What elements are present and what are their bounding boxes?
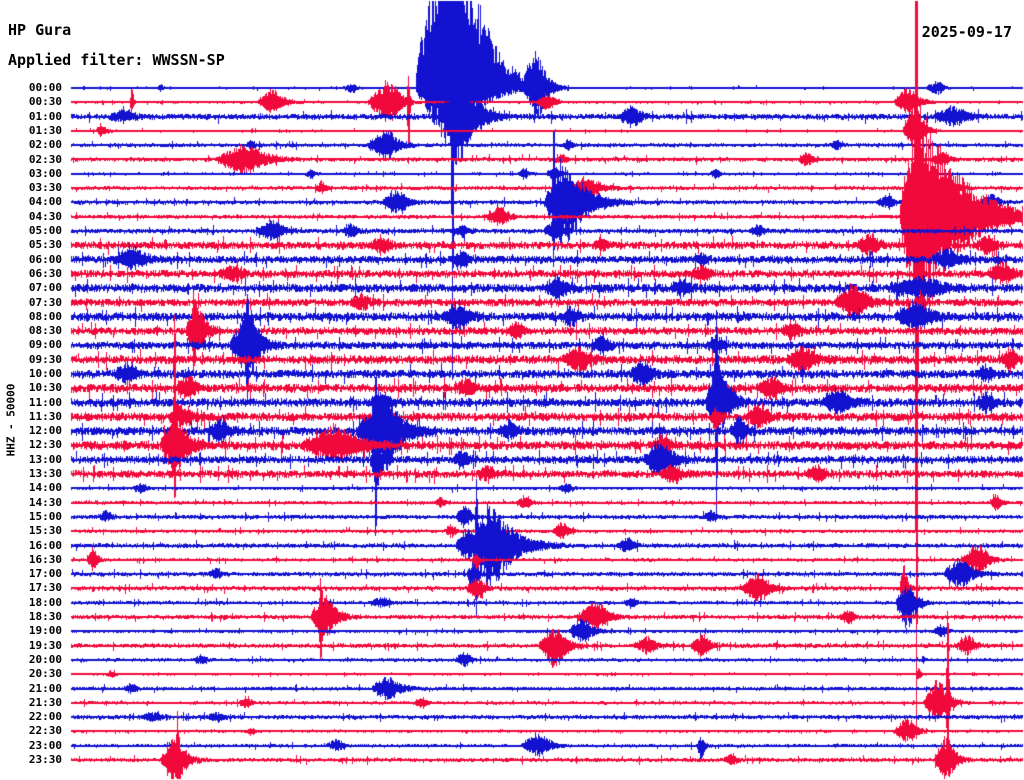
time-label-1130: 11:30	[28, 409, 62, 423]
time-label-0030: 00:30	[28, 95, 62, 109]
time-label-0830: 08:30	[28, 324, 62, 338]
time-label-1330: 13:30	[28, 467, 62, 480]
time-label-0300: 03:00	[28, 166, 62, 180]
time-label-1900: 19:00	[28, 624, 62, 638]
time-label-1030: 10:30	[28, 381, 62, 395]
station-title: HP Gura	[8, 21, 72, 39]
time-label-2100: 21:00	[28, 681, 62, 695]
time-label-1700: 17:00	[28, 567, 62, 581]
filter-label: Applied filter: WWSSN-SP	[8, 51, 225, 69]
time-label-1800: 18:00	[28, 595, 62, 609]
time-label-0330: 03:30	[28, 181, 62, 195]
time-label-1730: 17:30	[28, 581, 62, 595]
time-label-0230: 02:30	[28, 152, 62, 166]
time-label-2030: 20:30	[28, 667, 62, 681]
time-label-0100: 01:00	[28, 109, 62, 123]
time-label-0700: 07:00	[28, 281, 62, 295]
time-label-2230: 22:30	[28, 724, 62, 738]
time-label-1300: 13:00	[28, 452, 62, 466]
time-label-1530: 15:30	[28, 524, 62, 538]
time-label-0530: 05:30	[28, 238, 62, 252]
date-label: 2025-09-17	[921, 23, 1012, 41]
time-label-1830: 18:30	[28, 610, 62, 623]
time-label-1600: 16:00	[28, 538, 62, 552]
time-label-1000: 10:00	[28, 367, 62, 380]
time-label-0430: 04:30	[28, 209, 62, 223]
time-label-0900: 09:00	[28, 338, 62, 352]
time-label-0500: 05:00	[28, 224, 62, 237]
time-label-1930: 19:30	[28, 638, 62, 652]
time-label-0200: 02:00	[28, 138, 62, 152]
time-label-1630: 16:30	[28, 552, 62, 566]
time-label-2130: 21:30	[28, 695, 62, 709]
time-label-0630: 06:30	[28, 266, 62, 280]
time-label-1430: 14:30	[28, 495, 62, 509]
time-label-2200: 22:00	[28, 710, 62, 724]
time-label-1500: 15:00	[28, 509, 62, 523]
time-label-0400: 04:00	[28, 195, 62, 209]
time-label-1400: 14:00	[28, 481, 62, 495]
time-label-0730: 07:30	[28, 295, 62, 309]
time-label-2330: 23:30	[28, 753, 62, 766]
time-label-0930: 09:30	[28, 352, 62, 366]
time-label-2000: 20:00	[28, 652, 62, 666]
time-label-0800: 08:00	[28, 309, 62, 323]
time-label-0130: 01:30	[28, 123, 62, 137]
time-label-1100: 11:00	[28, 395, 62, 409]
time-label-1200: 12:00	[28, 424, 62, 438]
time-label-0600: 06:00	[28, 252, 62, 266]
time-label-0000: 00:00	[28, 81, 62, 94]
time-label-2300: 23:00	[28, 738, 62, 752]
time-label-1230: 12:30	[28, 438, 62, 452]
